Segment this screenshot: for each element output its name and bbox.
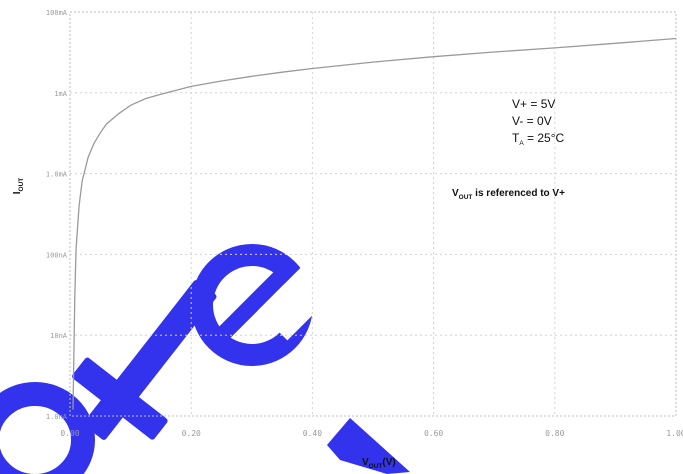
test-conditions: V+ = 5V V- = 0V TA = 25°C: [512, 97, 565, 147]
x-axis-label-main: V: [362, 457, 369, 468]
watermark-letter-partial: [327, 418, 410, 474]
grid-lines: [70, 12, 676, 416]
reference-note-suffix: is referenced to V+: [472, 188, 565, 199]
y-tick-label: 1.0nA: [46, 413, 68, 421]
reference-note: VOUT is referenced to V+: [452, 188, 565, 201]
y-tick-label: 10nA: [50, 332, 68, 340]
reference-note-sub: OUT: [459, 194, 473, 201]
condition-line: V+ = 5V: [512, 97, 555, 111]
x-tick-label: 0.00: [60, 429, 79, 438]
x-tick-label: 0.80: [545, 429, 564, 438]
y-tick-label: 100mA: [46, 9, 68, 17]
plot-frame: [69, 11, 677, 417]
y-tick-label: 100nA: [46, 251, 68, 259]
series-line: [72, 37, 677, 410]
y-axis-label-main: I: [12, 191, 23, 194]
condition-main: V- = 0V: [512, 114, 552, 128]
condition-main: V+ = 5V: [512, 97, 555, 111]
y-tick-label: 1.0mA: [46, 171, 68, 179]
x-tick-label: 0.60: [424, 429, 443, 438]
x-axis-label-sub: OUT: [369, 463, 383, 470]
x-axis-label: VOUT(V): [362, 457, 396, 470]
series-lines: [72, 37, 677, 410]
x-tick-label: 1.00: [666, 429, 683, 438]
watermark-letter-o: [0, 382, 95, 474]
obsolete-watermark: [0, 244, 410, 474]
condition-main: T: [512, 131, 520, 145]
reference-note-main: V: [452, 188, 459, 199]
x-tick-labels: 0.00 0.20 0.40 0.60 0.80 1.00: [60, 429, 683, 438]
condition-suffix: = 25°C: [524, 131, 565, 145]
y-tick-labels: 1.0nA 10nA 100nA 1.0mA 1mA 100mA: [46, 9, 68, 421]
watermark-letter-t: [72, 280, 217, 440]
watermark-letter-e: [191, 244, 332, 366]
x-tick-label: 0.20: [182, 429, 201, 438]
x-tick-label: 0.40: [303, 429, 322, 438]
y-axis-label-sub: OUT: [18, 178, 25, 192]
condition-line: TA = 25°C: [512, 131, 565, 147]
y-axis-label: IOUT: [12, 178, 25, 195]
y-tick-label: 1mA: [54, 90, 67, 98]
x-axis-label-suffix: (V): [382, 457, 395, 468]
condition-sub: A: [519, 140, 524, 147]
condition-line: V- = 0V: [512, 114, 552, 128]
